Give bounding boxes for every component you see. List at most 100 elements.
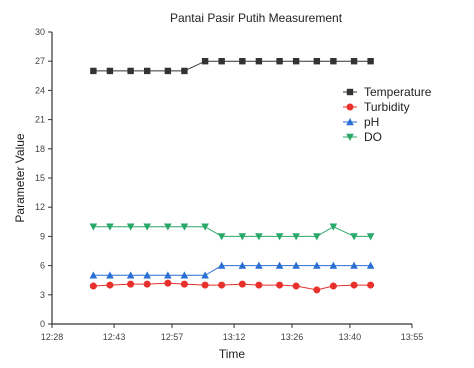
- turbidity-point: [127, 280, 135, 288]
- ph-point: [366, 261, 375, 269]
- legend-marker-temperature: [346, 88, 354, 96]
- do-point: [126, 223, 135, 231]
- y-axis-ticks: 0 3 6 9 12 15 18 21 24 27 30: [35, 27, 52, 329]
- do-point: [313, 233, 321, 241]
- y-tick-label: 0: [40, 319, 45, 329]
- do-point: [329, 223, 338, 231]
- ph-point: [275, 261, 284, 269]
- do-point: [366, 233, 375, 241]
- x-tick-label: 13:12: [223, 332, 246, 342]
- legend-marker-turbidity: [346, 103, 354, 111]
- x-tick-label: 12:43: [103, 332, 126, 342]
- temperature-point: [239, 58, 246, 65]
- x-tick-label: 12:28: [41, 332, 64, 342]
- y-tick-label: 3: [40, 290, 45, 300]
- temperature-point: [330, 58, 337, 65]
- series-points: [89, 58, 375, 294]
- series-lines: [93, 60, 371, 291]
- temperature-point: [127, 67, 134, 75]
- x-axis-ticks: 12:28 12:43 12:57 13:12 13:26 13:40 13:55: [41, 324, 424, 342]
- y-tick-label: 27: [35, 56, 45, 66]
- temperature-point: [367, 58, 374, 65]
- ph-point: [255, 261, 263, 269]
- temperature-point: [276, 58, 283, 65]
- do-point: [89, 223, 98, 231]
- do-point: [275, 233, 284, 241]
- temperature-point: [164, 67, 172, 75]
- do-line: [93, 226, 371, 237]
- y-tick-label: 21: [35, 115, 45, 125]
- chart-title: Pantai Pasir Putih Measurement: [170, 11, 343, 25]
- ph-point: [313, 261, 321, 269]
- do-point: [164, 223, 172, 231]
- legend-label-turbidity: Turbidity: [364, 100, 410, 114]
- x-tick-label: 13:26: [281, 332, 304, 342]
- turbidity-point: [180, 280, 188, 288]
- ph-point: [106, 271, 114, 279]
- ph-point: [201, 271, 209, 279]
- y-tick-label: 15: [35, 173, 45, 183]
- y-tick-label: 18: [35, 144, 45, 154]
- do-point: [292, 233, 300, 241]
- turbidity-point: [329, 282, 337, 290]
- do-point: [143, 223, 151, 231]
- do-point: [350, 233, 358, 241]
- temperature-point: [218, 58, 225, 65]
- turbidity-point: [106, 281, 114, 289]
- x-tick-label: 12:57: [161, 332, 184, 342]
- turbidity-point: [276, 281, 284, 289]
- temperature-point: [350, 58, 358, 65]
- turbidity-point: [238, 280, 246, 288]
- legend-marker-ph: [346, 118, 354, 126]
- ph-line: [93, 265, 371, 276]
- do-point: [217, 233, 226, 241]
- do-point: [201, 223, 209, 231]
- temperature-point: [313, 58, 321, 65]
- turbidity-point: [255, 281, 263, 289]
- y-axis-label: Parameter Value: [13, 133, 27, 222]
- turbidity-point: [218, 281, 226, 289]
- ph-point: [329, 261, 338, 269]
- temperature-point: [255, 58, 263, 65]
- x-tick-label: 13:40: [339, 332, 362, 342]
- turbidity-point: [89, 282, 97, 290]
- turbidity-point: [201, 281, 209, 289]
- x-axis-label: Time: [219, 347, 246, 361]
- ph-point: [126, 271, 135, 279]
- temperature-point: [90, 67, 97, 75]
- do-point: [106, 223, 114, 231]
- legend-label-ph: pH: [364, 115, 379, 129]
- x-tick-label: 13:55: [401, 332, 424, 342]
- y-tick-label: 12: [35, 202, 45, 212]
- ph-point: [164, 271, 172, 279]
- temperature-point: [201, 58, 209, 65]
- y-tick-label: 6: [40, 261, 45, 271]
- turbidity-point: [313, 286, 321, 294]
- do-point: [180, 223, 189, 231]
- turbidity-point: [367, 281, 375, 289]
- legend-label-temperature: Temperature: [364, 85, 432, 99]
- temperature-point: [106, 67, 114, 75]
- ph-point: [350, 261, 358, 269]
- turbidity-point: [292, 282, 300, 290]
- temperature-point: [292, 58, 300, 65]
- do-point: [255, 233, 263, 241]
- legend-marker-do: [346, 133, 354, 141]
- ph-point: [89, 271, 98, 279]
- temperature-point: [143, 67, 151, 75]
- turbidity-point: [143, 280, 151, 288]
- y-tick-label: 30: [35, 27, 45, 37]
- turbidity-line: [93, 282, 371, 291]
- do-point: [238, 233, 247, 241]
- temperature-point: [181, 67, 188, 75]
- ph-point: [292, 261, 300, 269]
- ph-point: [217, 261, 226, 269]
- ph-point: [180, 271, 189, 279]
- turbidity-point: [164, 279, 172, 287]
- turbidity-point: [350, 281, 358, 289]
- temperature-line: [93, 60, 371, 72]
- y-tick-label: 9: [40, 231, 45, 241]
- ph-point: [143, 271, 151, 279]
